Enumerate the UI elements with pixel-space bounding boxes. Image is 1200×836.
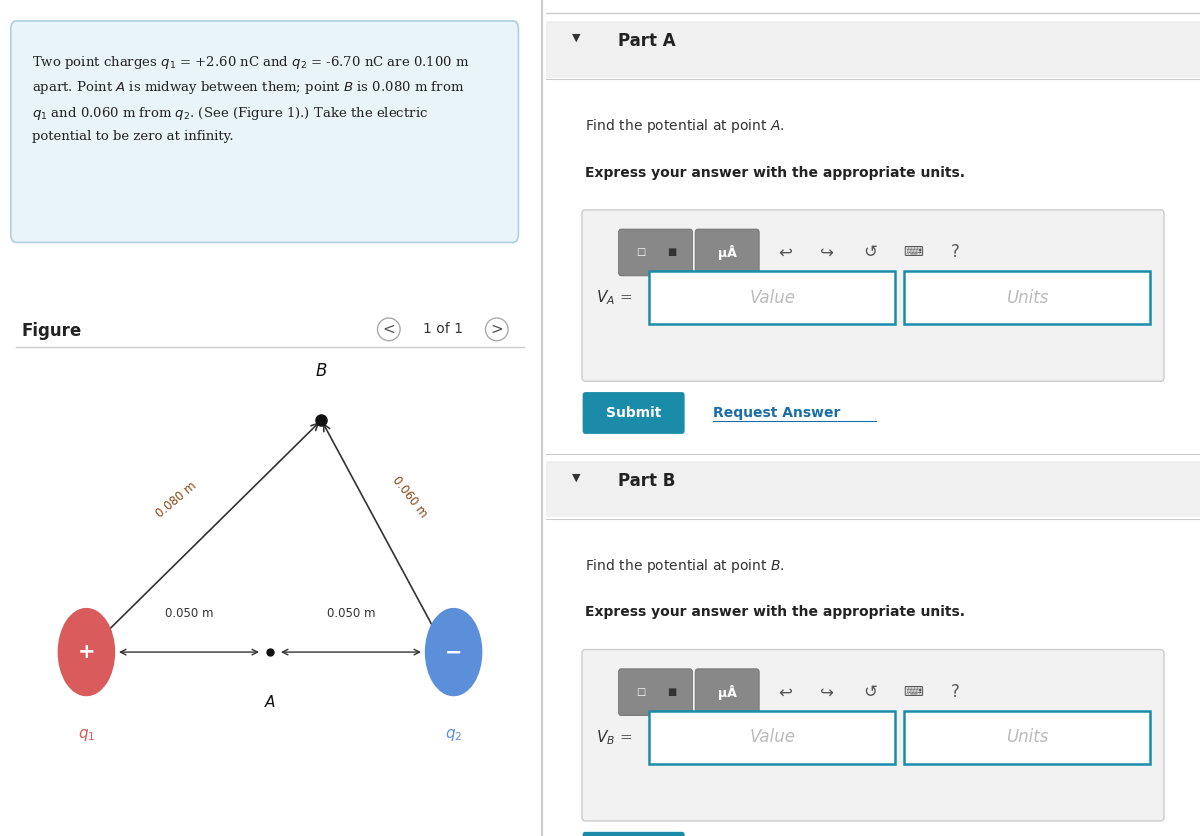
FancyBboxPatch shape xyxy=(649,711,894,764)
Text: Express your answer with the appropriate units.: Express your answer with the appropriate… xyxy=(586,166,965,180)
Text: Request Answer: Request Answer xyxy=(713,406,840,420)
FancyBboxPatch shape xyxy=(618,229,692,276)
Text: ?: ? xyxy=(950,683,959,701)
Text: □: □ xyxy=(636,247,646,257)
FancyBboxPatch shape xyxy=(582,650,1164,821)
FancyBboxPatch shape xyxy=(583,392,685,434)
Text: Find the potential at point $A$.: Find the potential at point $A$. xyxy=(586,117,785,135)
Text: ⌨: ⌨ xyxy=(904,686,924,699)
Text: ▼: ▼ xyxy=(572,472,581,482)
Text: $q_1$ and 0.060 m from $q_2$. (See (Figure 1).) Take the electric: $q_1$ and 0.060 m from $q_2$. (See (Figu… xyxy=(32,104,428,121)
Text: 0.050 m: 0.050 m xyxy=(326,607,376,620)
Text: >: > xyxy=(491,322,503,337)
FancyBboxPatch shape xyxy=(905,711,1150,764)
Text: $V_A$ =: $V_A$ = xyxy=(595,288,632,307)
Text: 0.080 m: 0.080 m xyxy=(154,479,199,520)
Text: Express your answer with the appropriate units.: Express your answer with the appropriate… xyxy=(586,605,965,619)
FancyBboxPatch shape xyxy=(695,229,760,276)
Text: +: + xyxy=(78,642,95,662)
Text: Value: Value xyxy=(749,288,796,307)
Text: Two point charges $q_1$ = +2.60 nC and $q_2$ = -6.70 nC are 0.100 m: Two point charges $q_1$ = +2.60 nC and $… xyxy=(32,54,470,71)
Text: $q_2$: $q_2$ xyxy=(445,727,462,743)
Text: potential to be zero at infinity.: potential to be zero at infinity. xyxy=(32,130,234,143)
Text: □: □ xyxy=(636,687,646,697)
Text: μÅ: μÅ xyxy=(718,685,737,700)
Text: ■: ■ xyxy=(667,687,676,697)
Text: $V_B$ =: $V_B$ = xyxy=(595,728,632,747)
Text: ↩: ↩ xyxy=(778,683,792,701)
Text: $q_1$: $q_1$ xyxy=(78,727,95,743)
Text: ⌨: ⌨ xyxy=(904,246,924,259)
Text: Units: Units xyxy=(1006,728,1049,747)
Circle shape xyxy=(426,609,481,696)
Text: <: < xyxy=(383,322,395,337)
Text: ↩: ↩ xyxy=(778,243,792,262)
Text: 0.050 m: 0.050 m xyxy=(164,607,214,620)
Text: Submit: Submit xyxy=(606,406,661,420)
Text: $A$: $A$ xyxy=(264,694,276,710)
Text: ▼: ▼ xyxy=(572,33,581,43)
Text: ↺: ↺ xyxy=(863,243,877,262)
Text: apart. Point $A$ is midway between them; point $B$ is 0.080 m from: apart. Point $A$ is midway between them;… xyxy=(32,79,464,96)
FancyBboxPatch shape xyxy=(695,669,760,716)
Text: ■: ■ xyxy=(667,247,676,257)
Text: 0.060 m: 0.060 m xyxy=(390,474,430,520)
Text: Units: Units xyxy=(1006,288,1049,307)
FancyBboxPatch shape xyxy=(905,271,1150,324)
Text: Part A: Part A xyxy=(618,32,676,50)
FancyBboxPatch shape xyxy=(582,210,1164,381)
Text: ?: ? xyxy=(950,243,959,262)
Text: Find the potential at point $B$.: Find the potential at point $B$. xyxy=(586,557,785,575)
Text: $B$: $B$ xyxy=(316,363,328,380)
FancyBboxPatch shape xyxy=(546,21,1200,78)
Text: ↺: ↺ xyxy=(863,683,877,701)
FancyBboxPatch shape xyxy=(583,832,685,836)
FancyBboxPatch shape xyxy=(649,271,894,324)
Text: Value: Value xyxy=(749,728,796,747)
Text: 1 of 1: 1 of 1 xyxy=(422,322,463,336)
FancyBboxPatch shape xyxy=(546,461,1200,517)
Text: ↪: ↪ xyxy=(821,683,834,701)
Text: Figure: Figure xyxy=(22,322,82,340)
Text: ↪: ↪ xyxy=(821,243,834,262)
Circle shape xyxy=(59,609,114,696)
Text: Part B: Part B xyxy=(618,472,676,490)
FancyBboxPatch shape xyxy=(11,21,518,242)
FancyBboxPatch shape xyxy=(618,669,692,716)
Text: μÅ: μÅ xyxy=(718,245,737,260)
Text: −: − xyxy=(445,642,462,662)
